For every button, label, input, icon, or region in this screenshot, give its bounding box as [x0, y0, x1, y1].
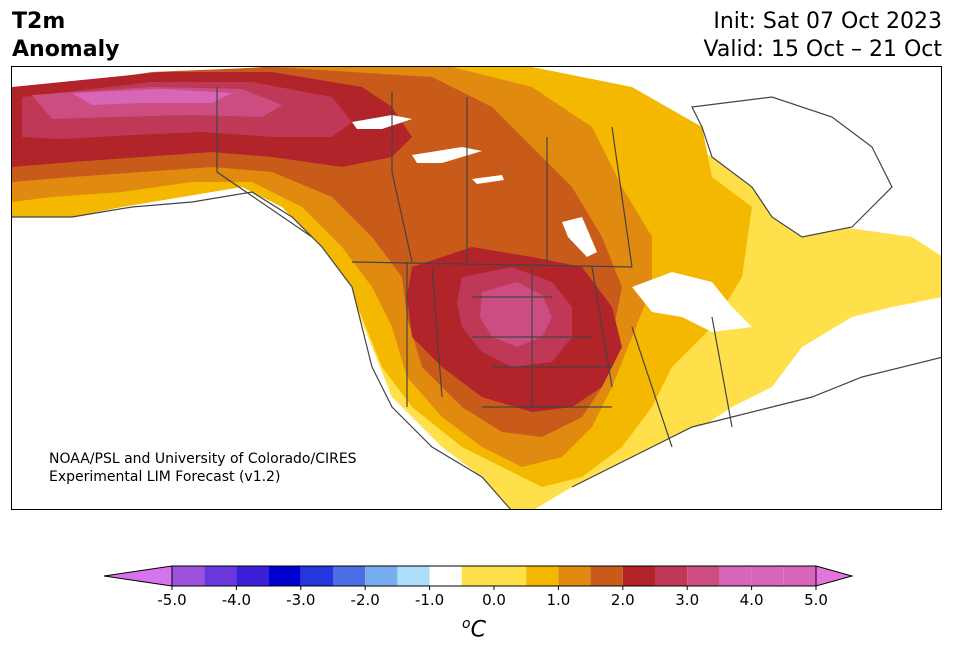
- credit-line-1: NOAA/PSL and University of Colorado/CIRE…: [49, 451, 357, 467]
- colorbar-segment: [590, 566, 623, 586]
- colorbar-extend-min: [103, 565, 173, 587]
- colorbar-extend-max: [815, 565, 854, 587]
- state-lines: [406, 262, 733, 448]
- boundaries: [12, 87, 941, 509]
- units-degree: o: [462, 616, 471, 632]
- colorbar-tick-label: 4.0: [740, 591, 764, 609]
- colorbar-svg: -5.0 -4.0 -3.0 -2.0 -1.0 0.0 1.0 2.0 3.0 4.0 5.0: [103, 565, 854, 609]
- colorbar-segment: [268, 566, 301, 586]
- colorbar-segment: [687, 566, 720, 586]
- colorbar-segment: [719, 566, 752, 586]
- coastline-west: [12, 191, 512, 509]
- coastline-gulf: [571, 356, 941, 488]
- alaska-border: [216, 87, 313, 238]
- colorbar-tick-label: -1.0: [415, 591, 444, 609]
- colorbar-tick-label: 2.0: [611, 591, 635, 609]
- colorbar-segment: [526, 566, 559, 586]
- colorbar-segment: [655, 566, 688, 586]
- lake-4: [562, 217, 597, 257]
- colorbar-segment: [365, 566, 398, 586]
- great-lakes: [632, 272, 752, 332]
- anomaly-band-4_0: [72, 89, 232, 105]
- colorbar-tick-label: -2.0: [351, 591, 380, 609]
- colorbar-segment: [236, 566, 269, 586]
- colorbar-segment: [204, 566, 237, 586]
- lake-2: [412, 147, 482, 163]
- hudson-bay: [692, 97, 892, 237]
- valid-range: Valid: 15 Oct – 21 Oct: [703, 37, 942, 62]
- lake-3: [472, 175, 504, 184]
- colorbar-tick-label: 0.0: [482, 591, 506, 609]
- credit-line-2: Experimental LIM Forecast (v1.2): [49, 469, 281, 485]
- colorbar: -5.0 -4.0 -3.0 -2.0 -1.0 0.0 1.0 2.0 3.0 4.0 5.0: [103, 564, 854, 618]
- variable-label: T2m: [12, 9, 66, 34]
- colorbar-tick-label: -4.0: [222, 591, 251, 609]
- colorbar-segment: [751, 566, 784, 586]
- map-svg: [12, 67, 941, 509]
- anomaly-map: [11, 66, 942, 510]
- colorbar-segment: [622, 566, 655, 586]
- colorbar-segment: [783, 566, 816, 586]
- anomaly-fills: [12, 67, 941, 509]
- canada-us-border: [351, 261, 633, 268]
- colorbar-tick-label: -3.0: [286, 591, 315, 609]
- colorbar-segment: [461, 566, 527, 586]
- init-date: Init: Sat 07 Oct 2023: [713, 9, 942, 34]
- pacific-ocean: [12, 192, 511, 509]
- colorbar-tick-label: 3.0: [675, 591, 699, 609]
- units-label: oC: [462, 616, 486, 642]
- anomaly-band-3_5: [32, 87, 552, 347]
- colorbar-tick-label: 1.0: [546, 591, 570, 609]
- anomaly-label: Anomaly: [12, 37, 120, 62]
- colorbar-segment: [300, 566, 333, 586]
- lake-1: [352, 115, 412, 129]
- forecast-dates: Init: Sat 07 Oct 2023 Valid: 15 Oct – 21…: [704, 8, 942, 64]
- hudson-bay-coast: [691, 96, 893, 238]
- units-celsius: C: [470, 617, 486, 643]
- colorbar-segment: [397, 566, 430, 586]
- colorbar-segment: [558, 566, 591, 586]
- province-lines: [391, 92, 633, 268]
- colorbar-segment: [429, 566, 462, 586]
- gulf-of-mexico: [535, 357, 941, 509]
- colorbar-segment: [333, 566, 366, 586]
- colorbar-segment: [172, 566, 205, 586]
- colorbar-tick-label: -5.0: [157, 591, 186, 609]
- map-title: T2m Anomaly: [12, 8, 119, 64]
- credit-text: NOAA/PSL and University of Colorado/CIRE…: [49, 450, 357, 486]
- colorbar-tick-label: 5.0: [804, 591, 828, 609]
